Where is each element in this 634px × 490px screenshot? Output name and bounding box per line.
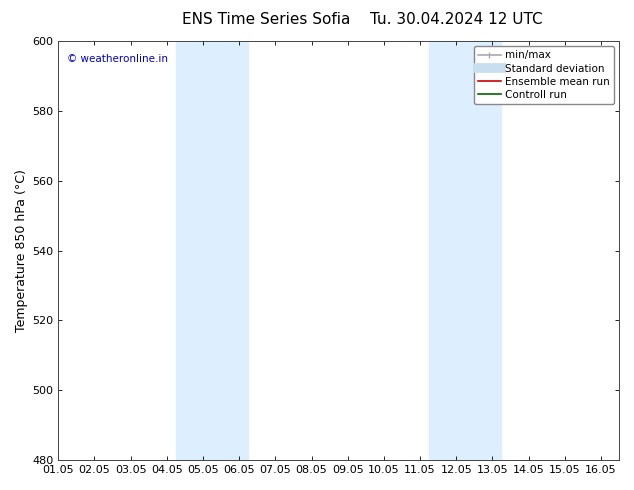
Y-axis label: Temperature 850 hPa (°C): Temperature 850 hPa (°C) bbox=[15, 169, 28, 332]
Legend: min/max, Standard deviation, Ensemble mean run, Controll run: min/max, Standard deviation, Ensemble me… bbox=[474, 46, 614, 104]
Bar bbox=[429, 41, 501, 460]
Text: Tu. 30.04.2024 12 UTC: Tu. 30.04.2024 12 UTC bbox=[370, 12, 543, 27]
Text: © weatheronline.in: © weatheronline.in bbox=[67, 53, 167, 64]
Text: ENS Time Series Sofia: ENS Time Series Sofia bbox=[182, 12, 351, 27]
Bar bbox=[176, 41, 248, 460]
